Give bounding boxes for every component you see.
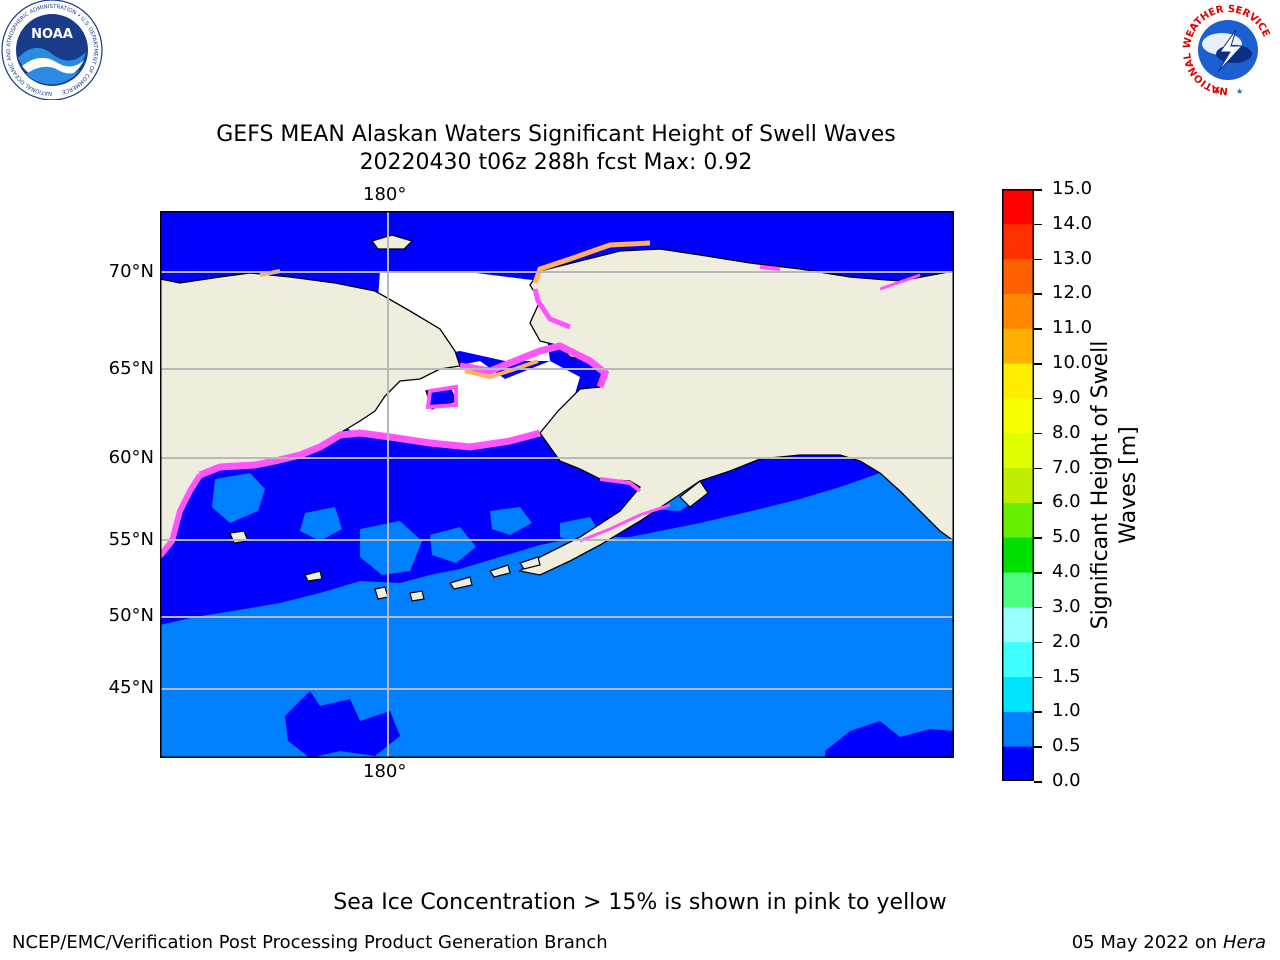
- colorbar-tick-mark: [1034, 711, 1042, 713]
- colorbar-tick-label: 12.0: [1052, 282, 1093, 304]
- lat-label-65n: 65°N: [108, 358, 154, 379]
- colorbar-bin: [1002, 711, 1034, 747]
- colorbar-bin: [1002, 641, 1034, 678]
- colorbar-bin: [1002, 363, 1034, 399]
- footer-date-text: 05 May 2022 on: [1071, 932, 1218, 953]
- map-title: GEFS MEAN Alaskan Waters Significant Hei…: [216, 122, 896, 147]
- colorbar-tick-label: 10.0: [1052, 352, 1093, 374]
- lon-label-top: 180°: [363, 184, 407, 205]
- colorbar-tick-mark: [1034, 606, 1042, 609]
- colorbar-tick-label: 7.0: [1052, 456, 1081, 478]
- colorbar-bin: [1002, 676, 1034, 712]
- graticule: [160, 211, 954, 758]
- colorbar-bin: [1002, 746, 1034, 781]
- colorbar-tick-mark: [1034, 293, 1042, 295]
- colorbar-tick-label: 1.5: [1052, 665, 1081, 687]
- lon-label-bottom: 180°: [363, 761, 407, 782]
- colorbar-bin: [1002, 293, 1034, 329]
- colorbar-bins: [1002, 189, 1034, 781]
- colorbar-tick-label: 3.0: [1052, 595, 1081, 617]
- colorbar-frame: [1002, 189, 1034, 781]
- colorbar-tick-label: 2.0: [1052, 630, 1081, 652]
- colorbar-tick-label: 8.0: [1052, 421, 1081, 443]
- colorbar-bin: [1002, 572, 1034, 608]
- colorbar-tick-mark: [1034, 363, 1042, 365]
- colorbar-bin: [1002, 606, 1034, 643]
- colorbar-bin: [1002, 189, 1034, 225]
- colorbar-tick-mark: [1034, 397, 1042, 400]
- colorbar-tick-mark: [1034, 746, 1042, 748]
- colorbar: [1002, 189, 1034, 781]
- colorbar-tick-label: 9.0: [1052, 386, 1081, 408]
- colorbar-bin: [1002, 223, 1034, 260]
- island-kodiak: [679, 480, 709, 508]
- colorbar-tick-mark: [1034, 537, 1042, 539]
- sea-ice-white-zone: [340, 361, 580, 447]
- map-frame: [160, 211, 954, 758]
- svg-text:★: ★: [1236, 87, 1243, 96]
- sea-ice-note: Sea Ice Concentration > 15% is shown in …: [333, 890, 947, 915]
- colorbar-bin: [1002, 467, 1034, 503]
- colorbar-title-line1: Significant Height of Swell: [1088, 340, 1113, 630]
- colorbar-bin: [1002, 328, 1034, 364]
- colorbar-bin: [1002, 502, 1034, 538]
- nws-logo: NATIONAL WEATHER SERVICE ★ ★: [1180, 2, 1276, 98]
- colorbar-tick-mark: [1034, 189, 1042, 191]
- colorbar-bin: [1002, 258, 1034, 294]
- noaa-logo: NATIONAL OCEANIC AND ATMOSPHERIC ADMINIS…: [1, 0, 103, 100]
- footer-credit: NCEP/EMC/Verification Post Processing Pr…: [12, 932, 608, 953]
- colorbar-tick-label: 1.0: [1052, 700, 1081, 722]
- colorbar-tick-mark: [1034, 641, 1042, 644]
- footer-date: 05 May 2022 on Hera: [1072, 932, 1266, 953]
- footer-machine: Hera: [1222, 932, 1266, 953]
- colorbar-tick-mark: [1034, 502, 1042, 504]
- colorbar-tick-mark: [1034, 781, 1042, 783]
- svg-text:NOAA: NOAA: [31, 27, 73, 42]
- colorbar-title: Significant Height of Swell Waves [m]: [1087, 325, 1143, 645]
- colorbar-tick-mark: [1034, 676, 1042, 679]
- colorbar-tick-mark: [1034, 467, 1042, 470]
- colorbar-tick-label: 5.0: [1052, 526, 1081, 548]
- colorbar-tick-mark: [1034, 572, 1042, 574]
- colorbar-tick-mark: [1034, 223, 1042, 226]
- lat-label-70n: 70°N: [108, 261, 154, 282]
- lat-label-45n: 45°N: [108, 677, 154, 698]
- map-subtitle: 20220430 t06z 288h fcst Max: 0.92: [359, 150, 753, 175]
- colorbar-tick-label: 6.0: [1052, 491, 1081, 513]
- ocean-mid-patches: [212, 473, 700, 575]
- swell-height-map: [160, 211, 954, 758]
- colorbar-tick-mark: [1034, 258, 1042, 261]
- colorbar-tick-label: 4.0: [1052, 561, 1081, 583]
- colorbar-bin: [1002, 537, 1034, 573]
- colorbar-tick-label: 14.0: [1052, 212, 1093, 234]
- colorbar-tick-label: 13.0: [1052, 247, 1093, 269]
- colorbar-title-line2: Waves [m]: [1116, 426, 1141, 544]
- lat-label-55n: 55°N: [108, 529, 154, 550]
- lat-label-60n: 60°N: [108, 447, 154, 468]
- colorbar-tick-label: 11.0: [1052, 317, 1093, 339]
- colorbar-bin: [1002, 397, 1034, 434]
- colorbar-tick-label: 15.0: [1052, 178, 1093, 199]
- ocean-low-patches: [285, 691, 954, 758]
- lat-label-50n: 50°N: [108, 605, 154, 626]
- colorbar-tick-mark: [1034, 328, 1042, 330]
- colorbar-bin: [1002, 432, 1034, 469]
- svg-text:★: ★: [1214, 87, 1221, 96]
- colorbar-tick-label: 0.0: [1052, 770, 1081, 791]
- colorbar-tick-label: 0.5: [1052, 735, 1081, 757]
- colorbar-tick-mark: [1034, 432, 1042, 435]
